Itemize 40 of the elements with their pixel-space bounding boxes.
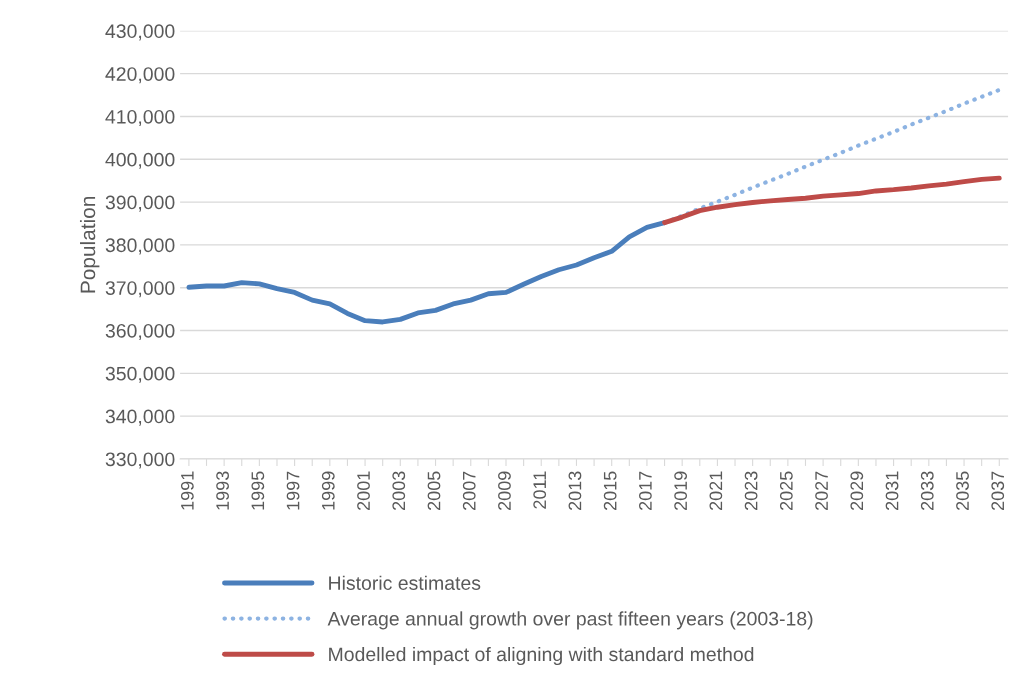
x-tick-label: 2007	[462, 471, 476, 510]
legend-label: Modelled impact of aligning with standard method	[329, 646, 754, 666]
x-tick-label: 2023	[744, 471, 758, 510]
x-tick-label: 2031	[885, 471, 899, 510]
y-axis-title: Population	[79, 197, 100, 293]
x-tick-label: 2033	[920, 471, 934, 510]
x-tick-label: 1995	[251, 471, 265, 510]
x-tick-label: 2029	[850, 471, 864, 510]
x-tick-label: 2019	[674, 471, 688, 510]
x-tick-label: 2011	[533, 471, 547, 509]
x-tick-label: 1997	[286, 471, 300, 510]
y-tick-label: 390,000	[105, 195, 175, 212]
y-tick-label: 340,000	[105, 409, 175, 426]
y-tick-label: 430,000	[105, 24, 175, 41]
x-tick-label: 2001	[357, 471, 370, 510]
y-tick-label: 370,000	[105, 281, 175, 298]
y-tick-label: 350,000	[105, 366, 175, 383]
x-tick-label: 2013	[568, 471, 582, 510]
x-tick-label: 2035	[956, 471, 969, 510]
x-tick-label: 1993	[216, 471, 229, 510]
x-tick-label: 2037	[991, 471, 1005, 510]
x-tick-label: 2017	[639, 471, 652, 510]
y-tick-label: 330,000	[105, 452, 175, 469]
x-tick-label: 2009	[498, 471, 511, 510]
legend-label: Historic estimates	[329, 575, 481, 590]
legend-label: Average annual growth over past fifteen years (2003-18)	[327, 611, 813, 630]
x-tick-label: 1999	[321, 471, 335, 510]
x-tick-label: 2015	[603, 471, 617, 510]
x-tick-label: 2025	[779, 471, 793, 510]
y-tick-label: 380,000	[105, 238, 175, 255]
x-tick-label: 2003	[392, 471, 406, 510]
y-tick-label: 360,000	[105, 323, 175, 341]
x-tick-label: 2005	[427, 471, 441, 510]
y-tick-label: 400,000	[105, 152, 175, 169]
x-tick-label: 2021	[709, 471, 723, 510]
y-tick-label: 410,000	[105, 109, 175, 127]
x-tick-label: 2027	[815, 471, 828, 510]
y-tick-label: 420,000	[105, 67, 175, 84]
x-tick-label: 1991	[180, 471, 194, 510]
line-series	[662, 175, 1002, 226]
